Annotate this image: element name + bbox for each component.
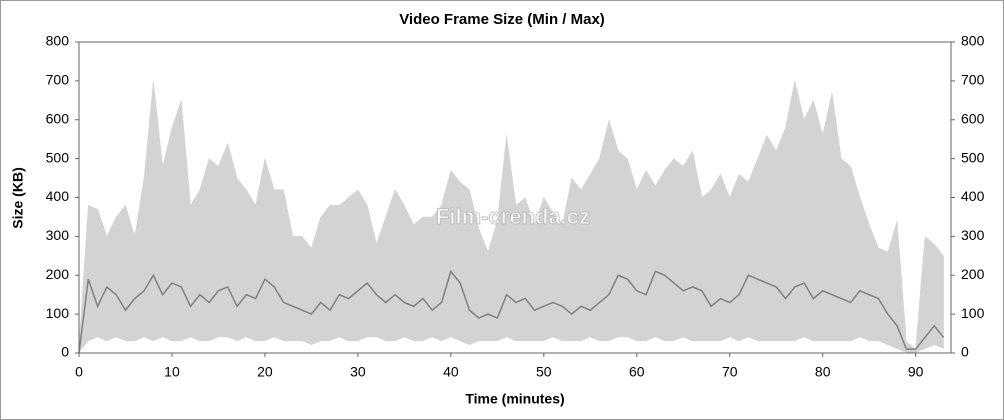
y2-tick-label: 200 (961, 266, 985, 282)
chart-title: Video Frame Size (Min / Max) (399, 11, 605, 28)
x-axis-label: Time (minutes) (465, 391, 564, 407)
line (78, 269, 945, 354)
y2-tick-label: 0 (961, 344, 969, 360)
y-tick-label: 500 (46, 149, 70, 165)
y-tick-label: 600 (46, 110, 70, 126)
y2-tick-label: 600 (961, 110, 985, 126)
y-tick-label: 800 (46, 33, 70, 49)
x-tick-label: 50 (536, 364, 552, 380)
x-tick-label: 80 (815, 364, 831, 380)
y-tick-label: 700 (46, 72, 70, 88)
y-tick-label: 100 (46, 305, 70, 321)
y2-tick-label: 400 (961, 188, 985, 204)
y2-tick-label: 500 (961, 149, 985, 165)
y-axis-label: Size (KB) (10, 167, 26, 228)
area (78, 337, 944, 354)
y2-tick-label: 800 (961, 33, 985, 49)
x-tick-label: 10 (164, 364, 180, 380)
area (78, 80, 944, 354)
x-tick-label: 30 (350, 364, 366, 380)
x-tick-label: 90 (908, 364, 924, 380)
x-tick-label: 60 (629, 364, 645, 380)
y2-tick-label: 700 (961, 72, 985, 88)
watermark: Film-crenda.cz (436, 204, 590, 229)
x-tick-label: 0 (75, 364, 83, 380)
y-tick-label: 400 (46, 188, 70, 204)
y-tick-label: 200 (46, 266, 70, 282)
y-tick-label: 300 (46, 227, 70, 243)
x-tick-label: 20 (257, 364, 273, 380)
y2-tick-label: 100 (961, 305, 985, 321)
x-tick-label: 40 (443, 364, 459, 380)
y-tick-label: 0 (61, 344, 69, 360)
x-tick-label: 70 (722, 364, 738, 380)
y2-tick-label: 300 (961, 227, 985, 243)
